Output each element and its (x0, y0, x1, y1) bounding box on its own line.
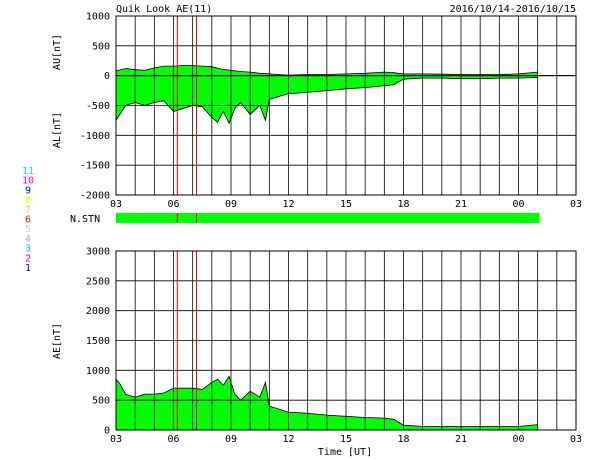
station-legend-number: 10 (22, 176, 34, 187)
y-tick-label: -1000 (80, 131, 110, 142)
x-tick-label: 12 (282, 199, 294, 210)
y-tick-label: 2500 (86, 276, 110, 287)
x-tick-label: 00 (512, 199, 524, 210)
plot-frame (115, 15, 577, 196)
y-tick-label: 1500 (86, 336, 110, 347)
station-legend-number: 11 (22, 166, 34, 177)
station-legend-number: 7 (25, 205, 31, 216)
y-tick-label: 0 (104, 71, 110, 82)
station-legend-number: 5 (25, 224, 31, 235)
x-tick-label: 03 (110, 434, 122, 445)
ae-area (116, 376, 538, 430)
x-tick-label: 15 (340, 434, 352, 445)
y-tick-label: 500 (92, 41, 110, 52)
y-tick-label: 1000 (86, 366, 110, 377)
stn-label: N.STN (70, 214, 100, 225)
station-legend-number: 9 (25, 185, 31, 196)
station-count-bar (116, 213, 540, 223)
chart-title: Quik Look AE(11) (116, 4, 212, 15)
y-tick-label: 2000 (86, 306, 110, 317)
x-tick-label: 12 (282, 434, 294, 445)
x-tick-label: 09 (225, 434, 237, 445)
x-tick-label: 21 (455, 199, 467, 210)
y-tick-label: -500 (86, 101, 110, 112)
x-tick-label: 21 (455, 434, 467, 445)
x-tick-label: 03 (570, 199, 582, 210)
station-legend-number: 3 (25, 244, 31, 255)
x-tick-label: 03 (110, 199, 122, 210)
x-axis-label: Time [UT] (318, 447, 372, 458)
station-legend-number: 1 (25, 263, 31, 274)
y-tick-label: -1500 (80, 161, 110, 172)
x-tick-label: 15 (340, 199, 352, 210)
station-bar-fill (116, 213, 540, 223)
x-tick-label: 18 (397, 434, 409, 445)
station-legend-number: 4 (25, 234, 31, 245)
station-legend-number: 2 (25, 253, 31, 264)
plot-frame (115, 250, 577, 431)
date-range: 2016/10/14-2016/10/15 (450, 4, 576, 15)
ae-axis-label: AE[nT] (52, 323, 63, 359)
y-tick-label: 0 (104, 426, 110, 437)
x-tick-label: 18 (397, 199, 409, 210)
x-tick-label: 03 (570, 434, 582, 445)
al-axis-label: AL[nT] (52, 112, 63, 148)
y-tick-label: -2000 (80, 191, 110, 202)
x-tick-label: 00 (512, 434, 524, 445)
x-tick-label: 06 (167, 199, 179, 210)
station-legend-number: 6 (25, 215, 31, 226)
au-axis-label: AU[nT] (52, 34, 63, 70)
y-tick-label: 500 (92, 396, 110, 407)
x-tick-label: 09 (225, 199, 237, 210)
station-legend-number: 8 (25, 195, 31, 206)
y-tick-label: 3000 (86, 247, 110, 258)
x-tick-label: 06 (167, 434, 179, 445)
y-tick-label: 1000 (86, 12, 110, 23)
au-al-band (116, 65, 538, 124)
